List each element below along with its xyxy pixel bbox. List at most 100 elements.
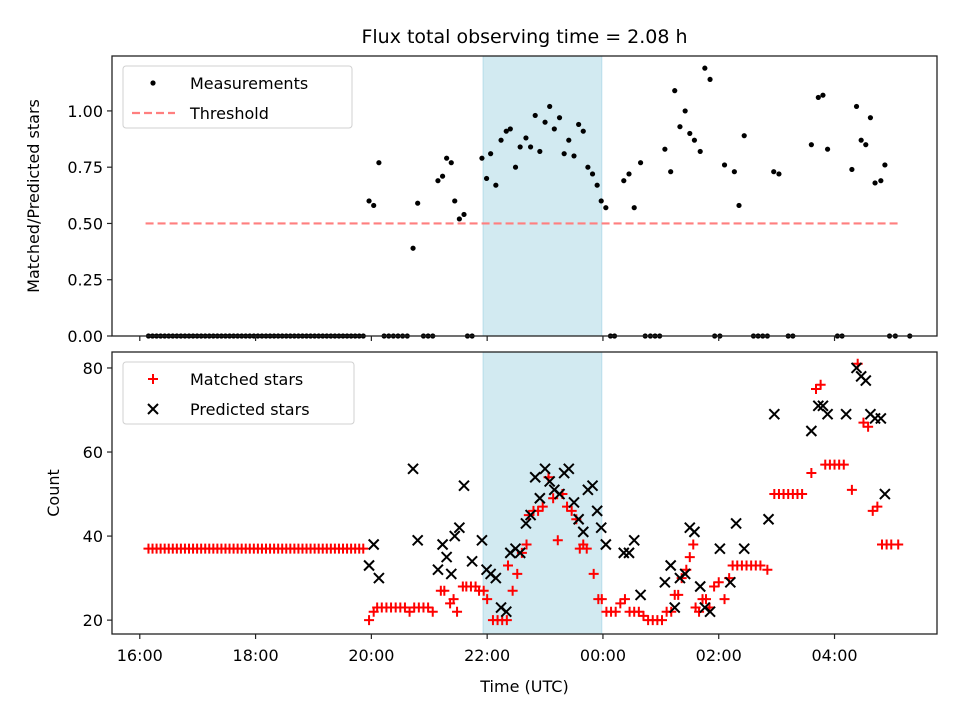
data-point [669, 601, 681, 614]
data-point [634, 589, 647, 601]
data-point [563, 463, 575, 475]
bottom-xtick-label: 02:00 [696, 646, 742, 665]
data-point [523, 135, 529, 141]
data-point [520, 517, 532, 530]
top-ytick-label: 0.00 [67, 327, 103, 346]
data-point [552, 535, 563, 546]
data-point [547, 103, 553, 110]
data-point [432, 563, 444, 576]
data-point [571, 153, 577, 159]
data-point [637, 160, 644, 166]
data-point [500, 606, 512, 618]
data-point [707, 76, 713, 83]
data-point [719, 594, 730, 605]
legend-marker-dot [150, 80, 156, 86]
data-point [603, 205, 609, 211]
data-point [626, 171, 632, 177]
legend-label: Predicted stars [190, 400, 310, 419]
data-point [882, 162, 888, 168]
data-point [551, 126, 557, 132]
data-point [439, 585, 450, 596]
bottom-legend: Matched stars Predicted stars [122, 361, 355, 425]
bottom-ytick-label: 40 [83, 527, 103, 546]
top-legend: Measurements Threshold [122, 65, 353, 129]
data-point [461, 211, 467, 218]
bottom-shaded-span [482, 351, 603, 635]
top-axes: 0.00 0.25 0.50 0.75 1.00 Measurements Threshol… [67, 55, 938, 346]
data-point [591, 505, 603, 517]
data-point [704, 606, 716, 618]
bottom-series-predicted-stars [363, 362, 891, 618]
data-point [577, 526, 589, 538]
top-ytick-label: 0.50 [67, 214, 103, 233]
data-point [444, 155, 450, 161]
bottom-ytick-label: 60 [83, 443, 103, 462]
data-point [812, 400, 825, 412]
legend-box [122, 65, 353, 129]
data-point [797, 489, 808, 500]
data-point [453, 521, 466, 534]
data-point [702, 65, 708, 71]
data-point [466, 555, 478, 568]
data-point [439, 173, 446, 179]
data-point [594, 182, 600, 188]
data-point [662, 146, 668, 152]
data-point [479, 155, 485, 161]
data-point [498, 137, 504, 143]
bottom-xlabel: Time (UTC) [479, 677, 568, 696]
data-point [806, 468, 817, 479]
bottom-xtick-label: 22:00 [464, 646, 510, 665]
data-point [514, 547, 526, 559]
data-point [539, 463, 551, 475]
data-point [598, 198, 604, 204]
data-point [688, 526, 701, 538]
legend-label: Matched stars [190, 370, 303, 389]
chart-title: Flux total observing time = 2.08 h [361, 26, 687, 48]
data-point [677, 124, 683, 130]
bottom-xtick-label: 04:00 [811, 646, 857, 665]
data-point [850, 362, 863, 374]
top-ytick-label: 1.00 [67, 102, 103, 121]
top-shaded-span [482, 55, 603, 337]
data-point [586, 479, 599, 492]
data-point [456, 216, 462, 222]
data-point [621, 178, 627, 184]
data-point [821, 408, 834, 420]
data-point [762, 513, 775, 525]
data-point [863, 142, 869, 148]
data-point [476, 534, 488, 546]
data-point [507, 126, 513, 132]
legend-label: Threshold [189, 104, 269, 123]
data-point [741, 133, 747, 139]
data-point [860, 374, 872, 387]
data-point [701, 594, 711, 605]
data-point [493, 182, 499, 188]
bottom-xtick-label: 18:00 [233, 646, 279, 665]
top-series-measurements [145, 65, 913, 339]
data-point [684, 552, 695, 563]
data-point [517, 144, 523, 150]
data-point [452, 198, 458, 204]
data-point [566, 137, 572, 143]
data-point [478, 585, 489, 596]
data-point [672, 88, 678, 94]
data-point [600, 538, 612, 551]
data-point [688, 539, 699, 550]
data-point [427, 606, 438, 617]
data-point [503, 560, 513, 571]
data-point [731, 169, 737, 175]
data-point [452, 606, 463, 617]
data-point [610, 606, 621, 617]
data-point [482, 594, 493, 605]
data-point [566, 505, 577, 516]
data-point [448, 160, 454, 166]
data-point [556, 115, 563, 121]
data-point [838, 459, 849, 470]
data-point [581, 543, 592, 554]
data-point [512, 164, 519, 170]
data-point [694, 606, 705, 617]
data-point [697, 148, 703, 155]
data-point [440, 551, 453, 563]
data-point [410, 245, 416, 251]
